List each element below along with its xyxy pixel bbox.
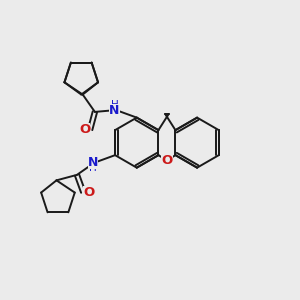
Text: O: O [83,185,94,199]
Text: N: N [88,156,98,169]
Text: O: O [161,154,172,167]
Text: N: N [109,103,120,117]
Text: O: O [79,123,91,136]
Text: H: H [111,100,119,110]
Text: H: H [89,163,97,173]
